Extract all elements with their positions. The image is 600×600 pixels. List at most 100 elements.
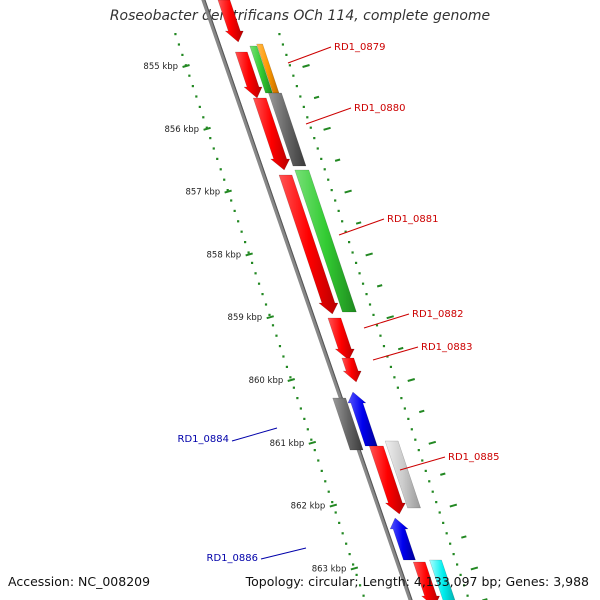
ruler-label: 863 kbp [312, 564, 347, 574]
genome-backbone [201, 0, 413, 600]
ruler-dot [424, 469, 427, 472]
ruler-dot [271, 324, 275, 327]
ruler-dot [348, 553, 351, 556]
ruler-dot [281, 43, 285, 46]
ruler-dot [368, 303, 372, 306]
ruler-dot [212, 147, 215, 150]
ruler-dot [358, 272, 361, 275]
ruler-dot [382, 345, 386, 348]
tick-mark-right [302, 64, 310, 68]
ruler-dot [466, 594, 469, 597]
ruler-dots-left [174, 33, 365, 597]
tick-mark-minor [418, 409, 425, 414]
ruler-dot [414, 438, 417, 441]
ruler-dot [400, 397, 403, 400]
gene-arrow-blue [389, 517, 416, 561]
ruler-dot [299, 95, 302, 98]
tick-mark-right [470, 566, 479, 571]
tick-mark-minor [461, 535, 467, 539]
ruler-dot [410, 428, 413, 431]
ruler-dot [393, 376, 396, 379]
gene-label: RD1_0882 [412, 309, 463, 320]
gene-callouts: RD1_0879 RD1_0880 RD1_0881 RD1_0882 RD1_0883… [178, 42, 500, 564]
ruler-dot [449, 542, 452, 545]
ruler-dot [362, 594, 365, 597]
gene-arrow-green [294, 169, 357, 313]
ruler-dot [431, 490, 434, 493]
ruler-dot [257, 282, 261, 285]
callout-line [363, 313, 410, 329]
ruler-dot [174, 33, 177, 36]
gene-arrow-lightgray [384, 440, 421, 509]
gene-arrow-cyan [429, 559, 456, 600]
callout-line [231, 427, 278, 442]
ruler-dot [216, 157, 219, 160]
gene-label: RD1_0880 [354, 103, 405, 114]
tick-mark-left [329, 503, 338, 508]
ruler-dot [278, 345, 282, 348]
ruler-dot [317, 459, 320, 462]
gene-arrow-red [341, 357, 362, 383]
ruler-dot [428, 480, 431, 483]
tick-mark-minor [334, 158, 341, 162]
ruler-dot [275, 334, 278, 337]
gene-arrow-red [412, 561, 440, 600]
gene-label: RD1_0886 [207, 553, 258, 564]
ruler-dot [438, 511, 441, 514]
ruler-label: 862 kbp [291, 502, 326, 512]
ruler-dot [435, 501, 438, 504]
ruler-dot [323, 168, 326, 171]
gene-label: RD1_0884 [178, 434, 229, 445]
ruler-label: 855 kbp [143, 62, 178, 72]
ruler-dot [282, 355, 285, 358]
ruler-dot [358, 584, 362, 587]
tick-mark-right [449, 503, 458, 508]
ruler-dot [452, 553, 455, 556]
gene-label: RD1_0881 [387, 214, 438, 225]
callout-line [287, 46, 332, 64]
ruler-dot [285, 53, 288, 56]
callout-line [372, 346, 419, 361]
ruler-dot [320, 157, 323, 160]
ruler-dot [278, 33, 281, 36]
ruler-dot [417, 449, 420, 452]
ruler-dot [352, 563, 355, 566]
ruler-label: 859 kbp [228, 313, 263, 323]
ruler-dot [181, 53, 184, 56]
ruler-dot [310, 438, 313, 441]
ruler-dot [355, 573, 358, 576]
ruler-dot [354, 261, 358, 264]
ruler-dot [233, 209, 236, 212]
tick-mark-left [224, 189, 232, 194]
ruler-dot [240, 230, 243, 233]
ruler-dot [348, 241, 351, 244]
ruler-dot [295, 85, 298, 88]
ruler-dot [389, 365, 393, 368]
ruler-dot [345, 542, 348, 545]
ruler-dot [188, 74, 191, 77]
tick-mark-left [245, 252, 253, 257]
ruler-dot [320, 469, 323, 472]
ruler-dot [299, 407, 302, 410]
gene-arrow-gray [268, 92, 307, 167]
ruler-dot [219, 168, 222, 171]
gene-arrow-red [327, 317, 355, 361]
ruler-dot [361, 282, 365, 285]
accession-text: Accession: NC_008209 [8, 574, 151, 589]
ruler-dot [334, 199, 337, 202]
ruler-dot [341, 532, 344, 535]
callout-line [399, 456, 446, 471]
ruler-dot [288, 64, 291, 67]
tick-mark-left [266, 315, 274, 320]
ruler-dot [209, 137, 212, 140]
ruler-dot [327, 178, 330, 181]
ruler-label: 858 kbp [207, 250, 242, 260]
tick-mark-right [428, 440, 437, 445]
ruler-label: 861 kbp [270, 439, 305, 449]
ruler-dot [459, 573, 462, 576]
ruler-dot [195, 95, 198, 98]
backbone-line [201, 0, 413, 600]
ruler-dot [456, 563, 459, 566]
tick-mark-left [182, 64, 190, 68]
